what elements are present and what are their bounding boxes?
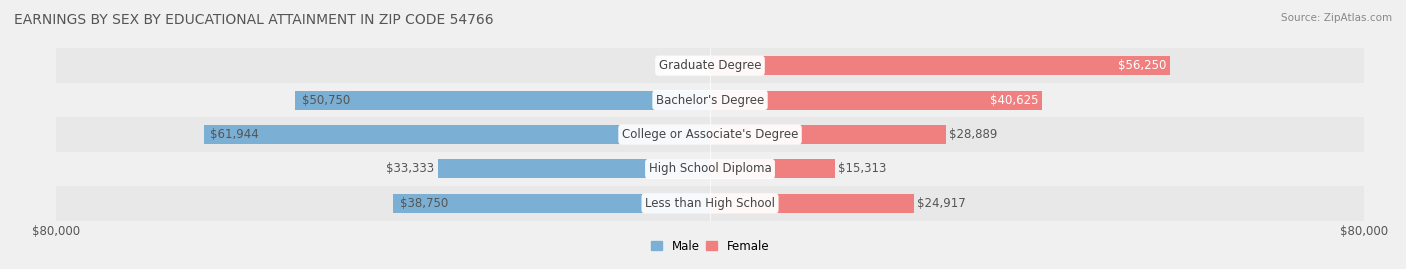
Text: $50,750: $50,750 — [302, 94, 350, 107]
Bar — [710, 194, 914, 213]
Bar — [710, 56, 1170, 75]
Text: $24,917: $24,917 — [917, 197, 966, 210]
Text: College or Associate's Degree: College or Associate's Degree — [621, 128, 799, 141]
Bar — [394, 194, 710, 213]
Bar — [710, 160, 835, 178]
Text: $28,889: $28,889 — [949, 128, 998, 141]
Bar — [204, 125, 710, 144]
Text: Source: ZipAtlas.com: Source: ZipAtlas.com — [1281, 13, 1392, 23]
Bar — [56, 83, 1364, 117]
Bar — [56, 48, 1364, 83]
Text: $33,333: $33,333 — [387, 162, 434, 175]
Text: $0: $0 — [692, 59, 706, 72]
Bar — [56, 186, 1364, 221]
Text: Bachelor's Degree: Bachelor's Degree — [657, 94, 763, 107]
Bar — [710, 91, 1042, 109]
Text: Less than High School: Less than High School — [645, 197, 775, 210]
Bar — [56, 152, 1364, 186]
Bar — [437, 160, 710, 178]
Text: $38,750: $38,750 — [399, 197, 449, 210]
Bar — [295, 91, 710, 109]
Bar — [56, 117, 1364, 152]
Text: High School Diploma: High School Diploma — [648, 162, 772, 175]
Text: $15,313: $15,313 — [838, 162, 887, 175]
Text: Graduate Degree: Graduate Degree — [659, 59, 761, 72]
Text: $61,944: $61,944 — [211, 128, 259, 141]
Legend: Male, Female: Male, Female — [645, 235, 775, 258]
Bar — [710, 125, 946, 144]
Text: EARNINGS BY SEX BY EDUCATIONAL ATTAINMENT IN ZIP CODE 54766: EARNINGS BY SEX BY EDUCATIONAL ATTAINMEN… — [14, 13, 494, 27]
Text: $56,250: $56,250 — [1118, 59, 1167, 72]
Text: $40,625: $40,625 — [990, 94, 1039, 107]
